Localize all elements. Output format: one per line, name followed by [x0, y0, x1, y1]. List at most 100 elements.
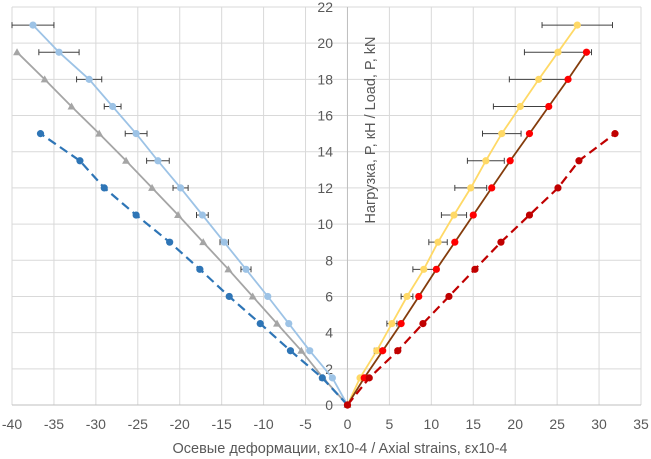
- x-tick-label: 25: [549, 416, 565, 432]
- data-point: [148, 183, 157, 191]
- data-point: [318, 374, 326, 382]
- tick-labels: -40 -35 -30 -25 -20 -15 -10 -5 0 5 10 15 20 25 30 35 0 2 4…: [2, 0, 649, 432]
- data-point: [432, 265, 440, 273]
- data-point: [506, 157, 514, 165]
- data-point: [554, 48, 562, 56]
- data-point: [174, 211, 183, 219]
- data-point: [545, 102, 553, 111]
- y-tick-label: 20: [317, 35, 333, 51]
- data-point: [199, 238, 208, 246]
- data-point: [40, 75, 49, 83]
- data-point: [264, 292, 272, 301]
- data-point: [445, 292, 453, 301]
- series-1: [13, 48, 352, 408]
- y-tick-label: 4: [325, 325, 333, 341]
- data-point: [450, 211, 458, 219]
- data-point: [166, 238, 174, 246]
- data-point: [132, 211, 140, 219]
- data-point: [467, 184, 475, 192]
- data-point: [328, 374, 336, 382]
- data-point: [198, 211, 206, 219]
- data-point: [360, 374, 368, 382]
- data-point: [420, 265, 428, 273]
- data-point: [13, 48, 22, 56]
- x-tick-label: 5: [386, 416, 394, 432]
- data-point: [248, 292, 257, 300]
- y-tick-label: 8: [325, 252, 333, 268]
- series-5: [343, 130, 619, 409]
- data-point: [482, 157, 490, 165]
- data-point: [225, 292, 233, 301]
- data-point: [242, 265, 250, 273]
- data-point: [343, 401, 352, 409]
- data-point: [154, 157, 162, 165]
- y-tick-label: 0: [325, 397, 333, 413]
- data-point: [176, 184, 185, 192]
- data-point: [525, 211, 534, 219]
- series-4: [343, 48, 591, 409]
- data-point: [451, 238, 459, 246]
- data-point: [397, 319, 405, 328]
- data-point: [575, 157, 583, 165]
- series-2: [36, 130, 352, 409]
- x-tick-label: 15: [465, 416, 481, 432]
- x-tick-label: -20: [170, 416, 190, 432]
- x-tick-label: -35: [44, 416, 64, 432]
- series-line: [16, 51, 349, 406]
- data-point: [525, 130, 534, 138]
- y-tick-label: 16: [317, 108, 333, 124]
- series-line: [39, 132, 349, 406]
- y-tick-label: 18: [317, 71, 333, 87]
- data-point: [306, 347, 314, 355]
- series-line: [346, 51, 588, 406]
- data-point: [498, 130, 506, 138]
- y-tick-label: 12: [317, 180, 333, 196]
- x-tick-label: 0: [344, 416, 352, 432]
- data-point: [564, 75, 572, 83]
- data-point: [76, 157, 84, 165]
- data-point: [273, 319, 282, 327]
- data-point: [122, 156, 131, 164]
- data-point: [488, 184, 496, 192]
- data-point: [100, 184, 108, 192]
- x-tick-label: -30: [86, 416, 106, 432]
- x-tick-label: -15: [212, 416, 232, 432]
- y-tick-label: 22: [317, 0, 333, 15]
- data-point: [224, 265, 233, 273]
- data-point: [55, 48, 63, 56]
- data-point: [434, 238, 442, 246]
- data-point: [132, 130, 140, 138]
- series-line: [32, 24, 349, 406]
- data-point: [109, 102, 117, 111]
- y-tick-label: 10: [317, 216, 333, 232]
- x-tick-label: 10: [424, 416, 440, 432]
- data-point: [403, 292, 411, 301]
- x-tick-label: -25: [128, 416, 148, 432]
- x-tick-label: 30: [591, 416, 607, 432]
- data-point: [469, 211, 477, 219]
- x-tick-label: -10: [253, 416, 273, 432]
- x-tick-label: 20: [507, 416, 523, 432]
- data-point: [29, 21, 37, 29]
- data-point: [554, 184, 562, 192]
- y-tick-label: 14: [317, 144, 333, 160]
- data-point: [582, 48, 591, 56]
- data-point: [373, 347, 381, 355]
- x-tick-label: -5: [299, 416, 312, 432]
- series-line: [346, 132, 616, 406]
- x-tick-label: -40: [2, 416, 22, 432]
- data-point: [516, 102, 524, 111]
- data-point: [286, 347, 295, 355]
- grid: [11, 6, 642, 406]
- data-point: [365, 374, 373, 382]
- data-point: [196, 265, 204, 273]
- data-point: [220, 238, 228, 246]
- data-point: [67, 102, 76, 110]
- series-0: [11, 21, 352, 409]
- data-point: [388, 319, 396, 328]
- series-group: [11, 21, 619, 409]
- data-point: [471, 265, 479, 273]
- data-point: [256, 319, 264, 328]
- data-point: [285, 319, 293, 328]
